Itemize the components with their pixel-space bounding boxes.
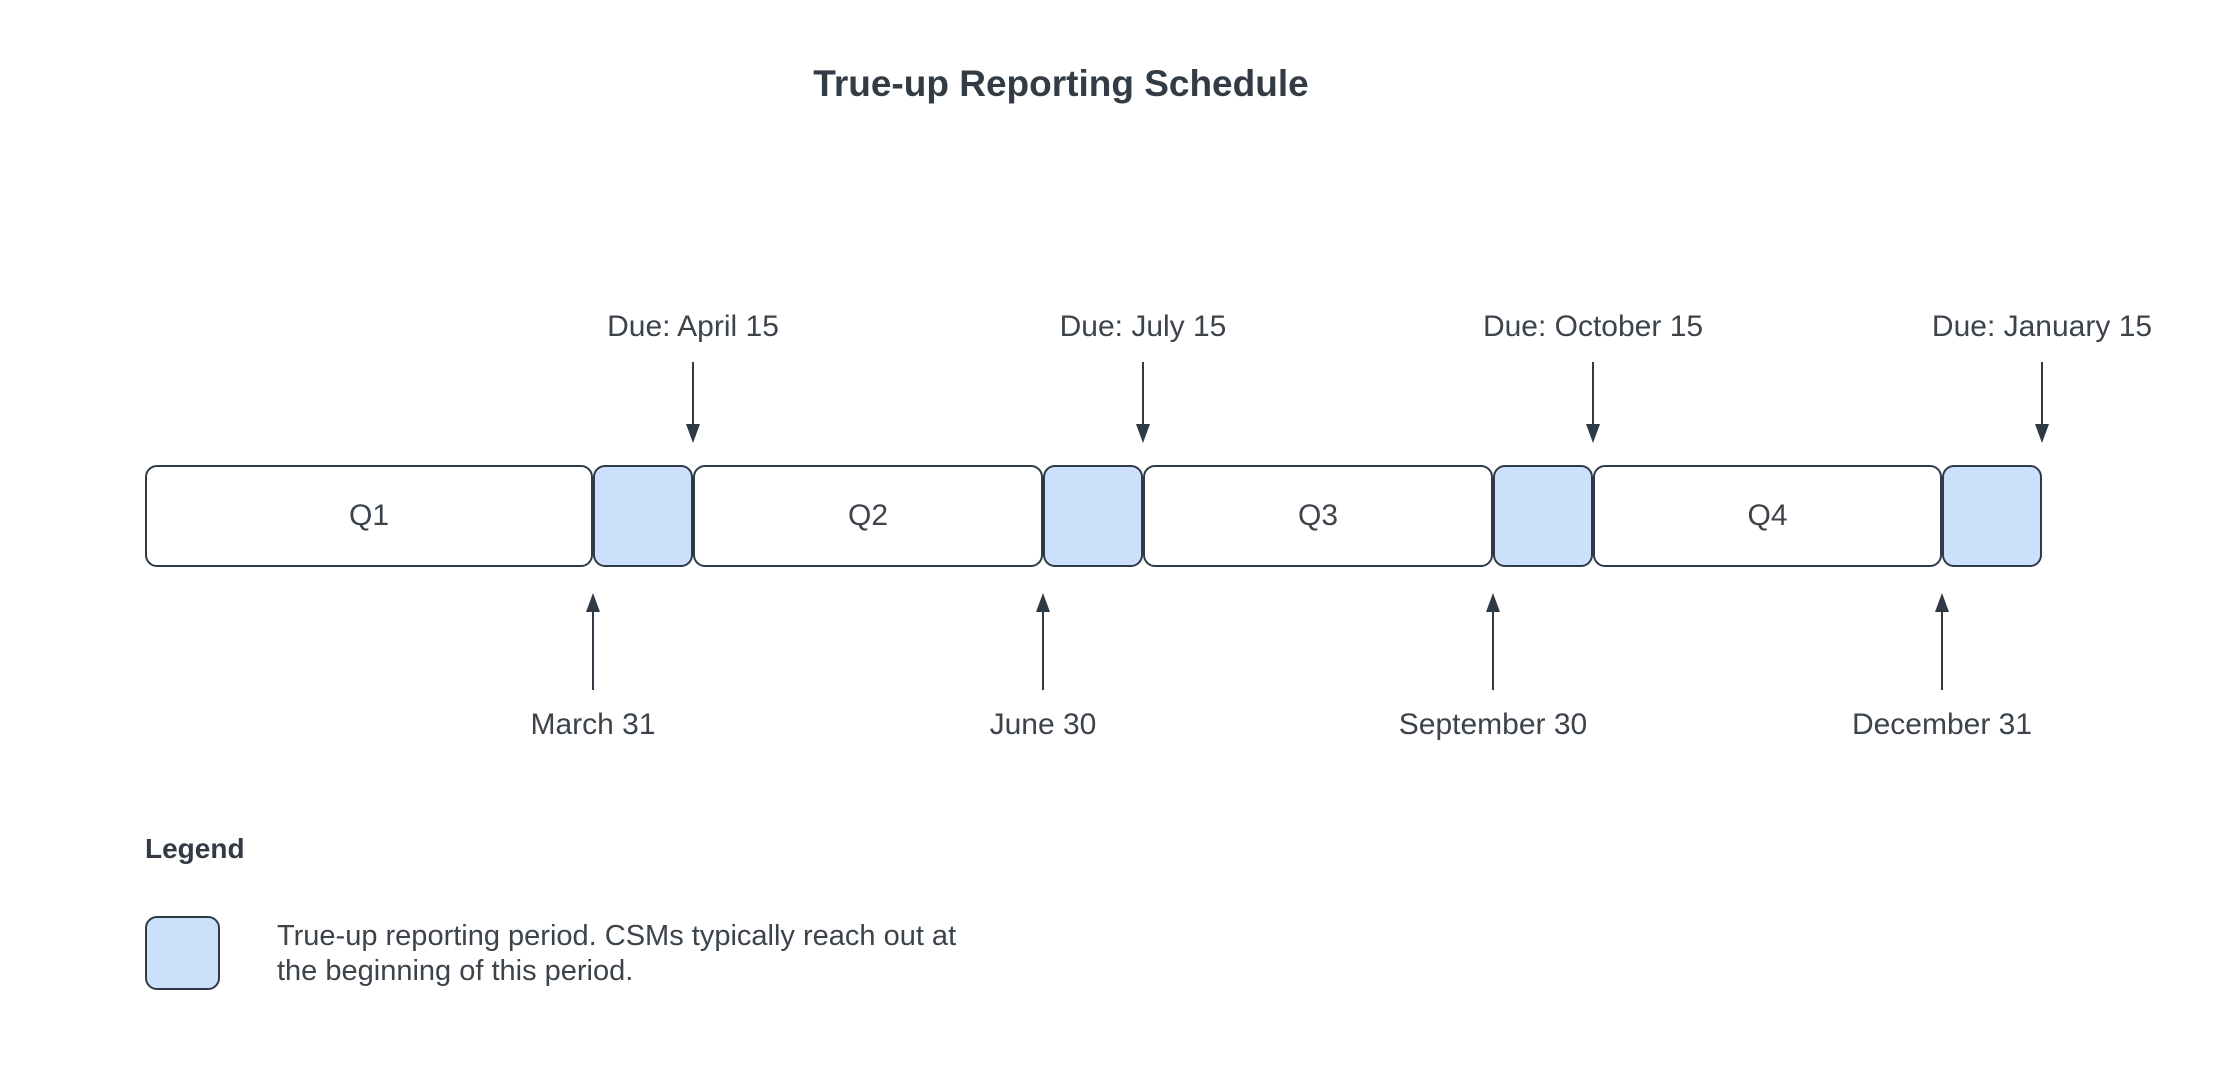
arrow-down-icon <box>1135 362 1151 443</box>
arrow-up-icon <box>1035 593 1051 690</box>
arrow-up-icon <box>1485 593 1501 690</box>
arrow-up-icon <box>585 593 601 690</box>
quarter-end-label-q3: September 30 <box>1398 708 1588 741</box>
trueup-period-segment-3 <box>1493 465 1593 567</box>
due-date-label-q1: Due: April 15 <box>607 310 779 343</box>
quarter-label: Q3 <box>1297 499 1339 532</box>
quarter-label: Q1 <box>348 499 390 532</box>
arrow-down-icon <box>1585 362 1601 443</box>
due-date-label-q4: Due: January 15 <box>1931 310 2153 343</box>
due-date-label-q2: Due: July 15 <box>1059 310 1227 343</box>
timeline-segment-q2: Q2 <box>693 465 1043 567</box>
timeline-segment-q1: Q1 <box>145 465 593 567</box>
quarter-label: Q4 <box>1747 499 1788 532</box>
trueup-period-segment-4 <box>1942 465 2042 567</box>
arrow-down-icon <box>2034 362 2050 443</box>
timeline-segment-q3: Q3 <box>1143 465 1493 567</box>
quarter-end-label-q1: March 31 <box>530 708 656 741</box>
legend-description: True-up reporting period. CSMs typically… <box>277 920 957 987</box>
legend-heading: Legend <box>145 833 245 864</box>
due-date-label-q3: Due: October 15 <box>1482 310 1704 343</box>
arrow-up-icon <box>1934 593 1950 690</box>
quarter-end-label-q2: June 30 <box>989 708 1097 741</box>
trueup-period-segment-2 <box>1043 465 1143 567</box>
timeline-segment-q4: Q4 <box>1593 465 1942 567</box>
legend-period-swatch <box>145 916 220 990</box>
quarter-end-label-q4: December 31 <box>1851 708 2033 741</box>
trueup-period-segment-1 <box>593 465 693 567</box>
arrow-down-icon <box>685 362 701 443</box>
quarter-label: Q2 <box>847 499 889 532</box>
page-title: True-up Reporting Schedule <box>813 63 1309 104</box>
